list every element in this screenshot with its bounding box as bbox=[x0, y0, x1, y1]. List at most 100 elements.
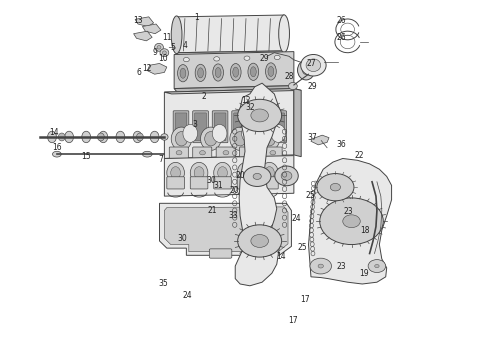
Text: 31: 31 bbox=[213, 180, 223, 189]
Text: 33: 33 bbox=[228, 211, 238, 220]
Ellipse shape bbox=[266, 63, 276, 80]
FancyBboxPatch shape bbox=[214, 177, 231, 189]
Ellipse shape bbox=[343, 215, 360, 228]
Ellipse shape bbox=[317, 174, 354, 201]
Ellipse shape bbox=[205, 132, 217, 146]
Polygon shape bbox=[164, 89, 301, 94]
Text: 30: 30 bbox=[177, 234, 187, 243]
Text: 22: 22 bbox=[354, 151, 364, 160]
Text: 19: 19 bbox=[359, 269, 368, 278]
Ellipse shape bbox=[301, 54, 326, 76]
Ellipse shape bbox=[213, 64, 223, 81]
Ellipse shape bbox=[160, 49, 169, 57]
Ellipse shape bbox=[161, 134, 168, 140]
Ellipse shape bbox=[281, 171, 292, 180]
FancyBboxPatch shape bbox=[212, 111, 228, 143]
Text: 14: 14 bbox=[276, 252, 286, 261]
Text: 16: 16 bbox=[52, 143, 62, 152]
Ellipse shape bbox=[241, 167, 251, 179]
Polygon shape bbox=[134, 31, 152, 41]
Polygon shape bbox=[159, 203, 292, 255]
Ellipse shape bbox=[330, 184, 341, 191]
Text: 17: 17 bbox=[288, 316, 298, 325]
Ellipse shape bbox=[116, 131, 125, 143]
Ellipse shape bbox=[98, 133, 104, 141]
Text: 15: 15 bbox=[81, 152, 91, 161]
Ellipse shape bbox=[175, 132, 188, 146]
Text: 26: 26 bbox=[337, 33, 346, 42]
Ellipse shape bbox=[155, 43, 163, 51]
Polygon shape bbox=[311, 135, 329, 145]
Text: 14: 14 bbox=[49, 128, 59, 137]
Ellipse shape bbox=[244, 56, 250, 60]
Ellipse shape bbox=[162, 51, 166, 54]
Ellipse shape bbox=[150, 131, 159, 143]
Ellipse shape bbox=[250, 67, 256, 77]
Text: 27: 27 bbox=[306, 59, 316, 68]
FancyBboxPatch shape bbox=[273, 113, 285, 140]
Ellipse shape bbox=[246, 150, 252, 155]
Text: 17: 17 bbox=[300, 294, 310, 303]
Ellipse shape bbox=[318, 264, 323, 268]
Ellipse shape bbox=[302, 66, 310, 75]
Text: 20: 20 bbox=[229, 185, 239, 194]
Text: 37: 37 bbox=[307, 133, 317, 142]
Polygon shape bbox=[164, 89, 294, 158]
Ellipse shape bbox=[244, 166, 271, 186]
Ellipse shape bbox=[320, 198, 383, 244]
Text: 25: 25 bbox=[298, 243, 307, 252]
Text: 12: 12 bbox=[241, 96, 251, 105]
FancyBboxPatch shape bbox=[193, 147, 212, 158]
Polygon shape bbox=[235, 83, 279, 286]
Ellipse shape bbox=[238, 225, 282, 257]
FancyBboxPatch shape bbox=[173, 111, 189, 143]
Ellipse shape bbox=[270, 150, 276, 155]
Ellipse shape bbox=[171, 16, 182, 54]
Ellipse shape bbox=[251, 109, 269, 122]
Text: 5: 5 bbox=[170, 43, 175, 52]
Text: 7: 7 bbox=[159, 156, 163, 165]
Ellipse shape bbox=[248, 63, 259, 80]
Text: 20: 20 bbox=[235, 171, 245, 180]
Text: 11: 11 bbox=[162, 33, 171, 42]
FancyBboxPatch shape bbox=[195, 113, 206, 140]
Ellipse shape bbox=[214, 57, 220, 61]
Ellipse shape bbox=[194, 167, 204, 179]
Ellipse shape bbox=[195, 64, 206, 81]
FancyBboxPatch shape bbox=[271, 111, 287, 143]
FancyBboxPatch shape bbox=[261, 177, 278, 189]
Text: 24: 24 bbox=[292, 214, 301, 223]
Ellipse shape bbox=[180, 68, 186, 78]
FancyBboxPatch shape bbox=[240, 147, 259, 158]
Ellipse shape bbox=[82, 131, 91, 143]
Ellipse shape bbox=[99, 131, 108, 143]
Ellipse shape bbox=[190, 162, 208, 183]
Polygon shape bbox=[147, 63, 167, 74]
Ellipse shape bbox=[251, 234, 269, 247]
Ellipse shape bbox=[233, 67, 239, 77]
FancyBboxPatch shape bbox=[193, 111, 208, 143]
Polygon shape bbox=[176, 51, 290, 60]
Ellipse shape bbox=[183, 58, 189, 62]
FancyBboxPatch shape bbox=[214, 113, 226, 140]
Ellipse shape bbox=[297, 60, 315, 80]
Ellipse shape bbox=[375, 265, 379, 268]
Text: 28: 28 bbox=[284, 72, 294, 81]
Ellipse shape bbox=[197, 68, 203, 78]
Ellipse shape bbox=[215, 67, 221, 77]
FancyBboxPatch shape bbox=[175, 113, 187, 140]
Ellipse shape bbox=[183, 125, 197, 142]
Ellipse shape bbox=[176, 150, 182, 155]
Polygon shape bbox=[135, 17, 154, 27]
Ellipse shape bbox=[223, 150, 229, 155]
Text: 2: 2 bbox=[201, 92, 206, 101]
Ellipse shape bbox=[199, 150, 205, 155]
Ellipse shape bbox=[230, 127, 250, 150]
Ellipse shape bbox=[171, 127, 192, 150]
Polygon shape bbox=[174, 86, 300, 96]
Ellipse shape bbox=[58, 133, 65, 141]
Ellipse shape bbox=[52, 151, 61, 157]
Ellipse shape bbox=[234, 132, 246, 146]
Ellipse shape bbox=[274, 55, 280, 60]
Ellipse shape bbox=[177, 64, 188, 82]
